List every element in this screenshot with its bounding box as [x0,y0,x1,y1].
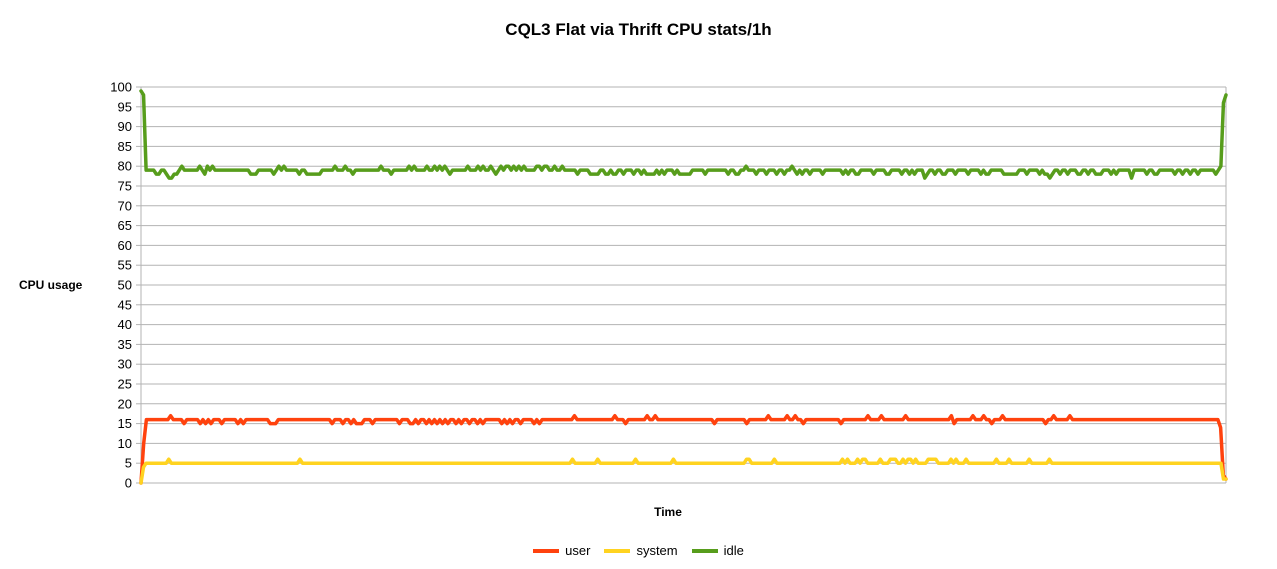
y-tick-label: 30 [118,357,132,372]
chart-title: CQL3 Flat via Thrift CPU stats/1h [505,20,772,39]
y-tick-label: 55 [118,258,132,273]
y-tick-label: 5 [125,456,132,471]
chart-legend: user system idle [0,543,1277,558]
y-tick-label: 80 [118,159,132,174]
x-axis-label: Time [654,505,682,519]
y-tick-label: 65 [118,218,132,233]
series-line-system [139,457,1228,485]
legend-swatch [691,548,718,553]
y-tick-label: 25 [118,377,132,392]
legend-item-system: system [604,543,678,558]
legend-item-user: user [533,543,590,558]
y-tick-label: 40 [118,317,132,332]
y-axis-label: CPU usage [19,278,83,292]
y-tick-label: 45 [118,297,132,312]
y-tick-label: 70 [118,198,132,213]
y-tick-label: 60 [118,238,132,253]
series-line-idle [139,89,1228,180]
y-tick-label: 35 [118,337,132,352]
series-line-user [139,413,1228,485]
y-tick-label: 20 [118,396,132,411]
y-tick-label: 100 [110,80,132,95]
legend-label: system [636,543,678,558]
legend-label: idle [723,543,744,558]
y-tick-label: 95 [118,99,132,114]
y-tick-label: 50 [118,278,132,293]
legend-item-idle: idle [691,543,744,558]
y-tick-label: 0 [125,476,132,491]
y-tick-label: 90 [118,119,132,134]
y-tick-label: 10 [118,436,132,451]
y-tick-label: 85 [118,139,132,154]
y-tick-label: 75 [118,179,132,194]
y-tick-label: 15 [118,416,132,431]
legend-swatch [533,548,560,553]
legend-label: user [565,543,591,558]
legend-swatch [604,548,631,553]
